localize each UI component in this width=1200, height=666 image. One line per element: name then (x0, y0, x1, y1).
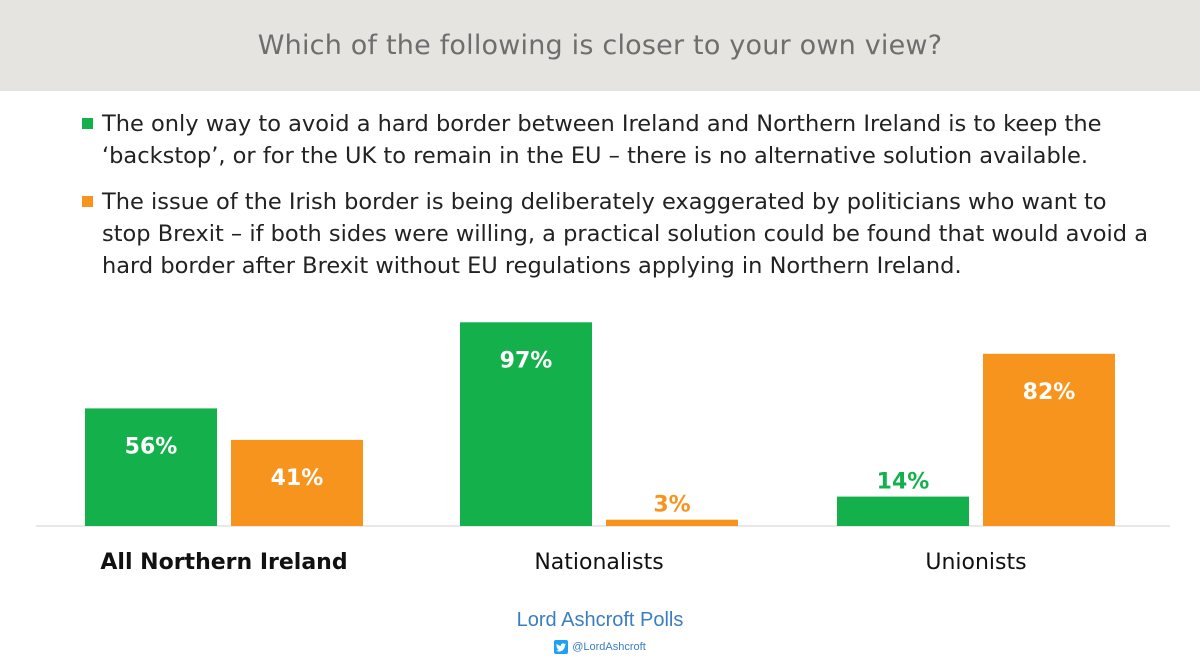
legend-item-green: The only way to avoid a hard border betw… (82, 108, 1162, 172)
chart-title: Which of the following is closer to your… (257, 30, 943, 61)
legend-swatch-orange (82, 196, 93, 207)
data-label-1-2: 82% (1023, 380, 1076, 405)
bar-green-2 (837, 496, 969, 526)
legend-item-orange: The issue of the Irish border is being d… (82, 186, 1162, 282)
twitter-icon[interactable] (554, 640, 569, 654)
legend-text-green: The only way to avoid a hard border betw… (102, 111, 1102, 169)
bar-orange-1 (606, 519, 738, 526)
bar-green-0 (85, 408, 217, 526)
data-label-0-0: 56% (125, 434, 178, 459)
bar-chart: 56% 41% All Northern Ireland 97% 3% Nationali… (36, 322, 1170, 575)
data-label-1-1: 3% (653, 493, 690, 518)
data-label-1-0: 41% (271, 466, 324, 491)
data-label-0-2: 14% (877, 470, 930, 495)
twitter-handle[interactable]: @LordAshcroft (572, 641, 646, 653)
category-label-1: Nationalists (534, 550, 663, 575)
footer-handle: @LordAshcroft (0, 640, 1200, 654)
data-label-0-1: 97% (500, 348, 553, 373)
legend-swatch-green (82, 118, 93, 129)
bar-orange-2 (983, 353, 1115, 526)
legend: The only way to avoid a hard border betw… (82, 108, 1162, 296)
brand-text: Lord Ashcroft Polls (516, 609, 684, 631)
legend-text-orange: The issue of the Irish border is being d… (102, 189, 1148, 279)
category-label-2: Unionists (925, 550, 1026, 575)
category-label-0: All Northern Ireland (100, 550, 347, 575)
bar-orange-0 (231, 439, 363, 526)
chart-header: Which of the following is closer to your… (0, 0, 1200, 91)
bar-green-1 (460, 322, 592, 526)
